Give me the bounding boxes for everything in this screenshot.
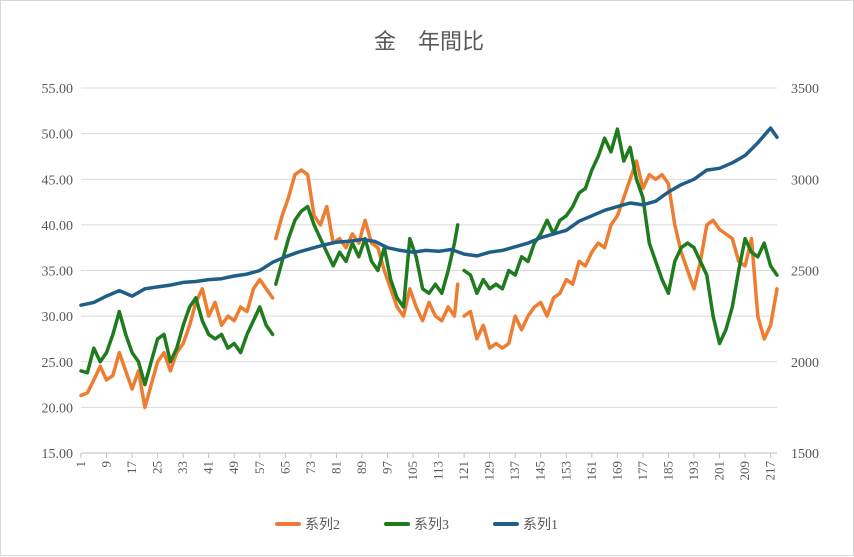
legend-label: 系列3 bbox=[414, 517, 449, 533]
chart-title: 金 年間比 bbox=[374, 29, 484, 54]
x-tick-label: 209 bbox=[737, 461, 752, 481]
y-axis-right: 1500 2000 2500 3000 3500 bbox=[791, 82, 819, 462]
x-tick-label: 193 bbox=[686, 461, 701, 481]
gridlines bbox=[81, 87, 777, 454]
series-line-3-segment-1 bbox=[79, 126, 779, 307]
y-right-tick-label: 2000 bbox=[791, 356, 819, 371]
x-tick-label: 113 bbox=[431, 461, 446, 480]
x-tick-label: 185 bbox=[660, 461, 675, 481]
x-tick-label: 201 bbox=[712, 461, 727, 481]
x-tick-label: 161 bbox=[584, 461, 599, 481]
x-tick-label: 177 bbox=[635, 461, 650, 481]
series-line-2-segment-1 bbox=[79, 296, 275, 387]
y-left-tick-label: 20.00 bbox=[42, 401, 74, 416]
y-left-tick-label: 40.00 bbox=[42, 219, 74, 234]
y-left-tick-label: 15.00 bbox=[42, 447, 74, 462]
x-tick-label: 89 bbox=[354, 461, 369, 474]
x-tick-label: 81 bbox=[328, 461, 343, 474]
y-right-tick-label: 2500 bbox=[791, 265, 819, 280]
x-tick-label: 33 bbox=[175, 461, 190, 474]
x-tick-label: 97 bbox=[379, 461, 394, 475]
x-tick-label: 73 bbox=[303, 461, 318, 474]
y-left-tick-label: 50.00 bbox=[42, 128, 74, 143]
legend-label: 系列2 bbox=[305, 517, 340, 533]
y-axis-left: 15.00 20.00 25.00 30.00 35.00 40.00 45.00 50.00… bbox=[42, 82, 74, 462]
x-tick-label: 217 bbox=[763, 461, 778, 481]
x-tick-label: 137 bbox=[507, 461, 522, 481]
y-right-tick-label: 1500 bbox=[791, 447, 819, 462]
x-tick-label: 129 bbox=[482, 461, 497, 481]
series-line-2-segment-3 bbox=[462, 127, 779, 346]
x-tick-label: 25 bbox=[150, 461, 165, 474]
x-tick-label: 49 bbox=[226, 461, 241, 474]
x-tick-label: 145 bbox=[533, 461, 548, 481]
y-right-tick-label: 3000 bbox=[791, 173, 819, 188]
y-right-tick-label: 3500 bbox=[791, 82, 819, 97]
legend-label: 系列1 bbox=[523, 517, 558, 533]
x-tick-label: 57 bbox=[252, 461, 267, 475]
x-tick-label: 17 bbox=[124, 461, 139, 475]
legend: 系列2 系列3 系列1 bbox=[275, 517, 558, 533]
x-tick-label: 1 bbox=[73, 461, 88, 468]
series-line-1-segment-2 bbox=[274, 168, 460, 323]
x-tick-label: 153 bbox=[558, 461, 573, 481]
x-axis: 1 9 17 25 33 41 49 57 65 73 81 89 97 105 113 121 129 137 1… bbox=[73, 452, 778, 481]
y-left-tick-label: 35.00 bbox=[42, 265, 74, 280]
x-tick-label: 105 bbox=[405, 461, 420, 481]
x-tick-label: 121 bbox=[456, 461, 471, 481]
series-line-1-segment-1 bbox=[79, 277, 275, 410]
series-lines bbox=[79, 126, 779, 410]
x-tick-label: 41 bbox=[201, 461, 216, 474]
x-tick-label: 65 bbox=[277, 461, 292, 474]
y-left-tick-label: 45.00 bbox=[42, 173, 74, 188]
x-tick-label: 9 bbox=[99, 461, 114, 468]
y-left-tick-label: 25.00 bbox=[42, 356, 74, 371]
y-left-tick-label: 30.00 bbox=[42, 310, 74, 325]
y-left-tick-label: 55.00 bbox=[42, 82, 74, 97]
x-tick-label: 169 bbox=[609, 461, 624, 481]
series-line-2-segment-2 bbox=[274, 204, 460, 309]
